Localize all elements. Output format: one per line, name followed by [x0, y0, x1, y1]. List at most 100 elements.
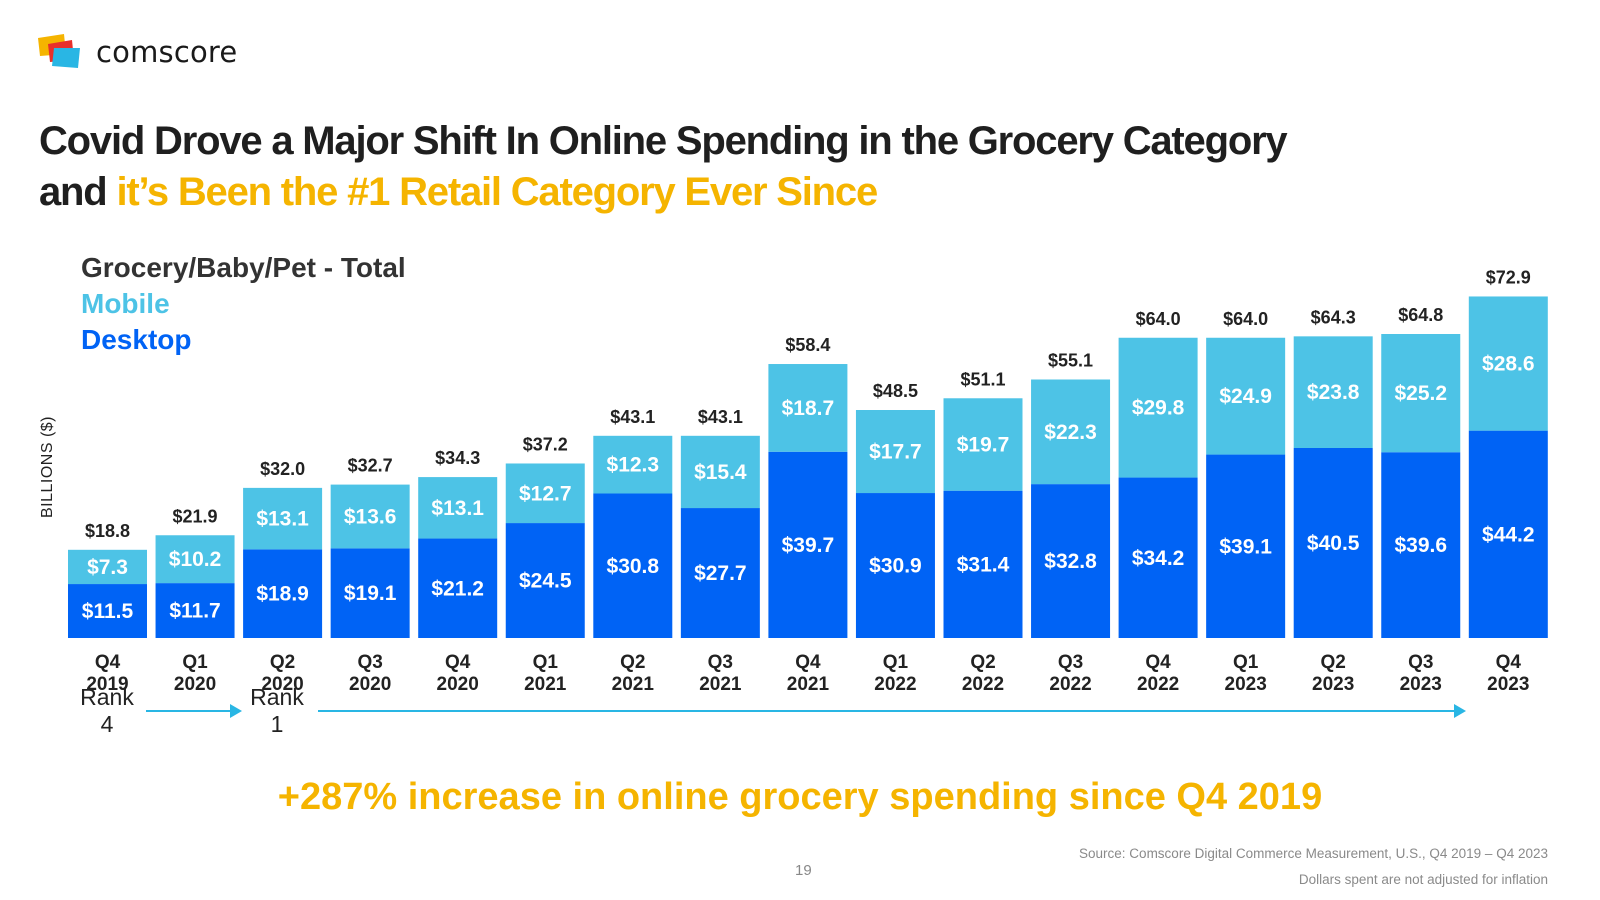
- bar-mobile-2: [243, 487, 323, 550]
- bar-desktop-16: [1468, 430, 1548, 638]
- x-tick-quarter-1: Q1: [182, 652, 208, 673]
- inflation-note: Dollars spent are not adjusted for infla…: [1298, 872, 1548, 887]
- x-tick-quarter-5: Q1: [533, 652, 559, 673]
- bar-desktop-2: [243, 549, 323, 638]
- x-tick-quarter-0: Q4: [95, 652, 121, 673]
- chart-legend: Grocery/Baby/Pet - Total Mobile Desktop: [81, 250, 406, 358]
- x-tick-quarter-3: Q3: [357, 652, 382, 673]
- x-tick-year-6: 2021: [612, 674, 655, 695]
- x-tick-year-15: 2023: [1400, 674, 1442, 695]
- bar-desktop-0: [68, 584, 147, 638]
- mobile-value-label-6: $12.3: [607, 454, 660, 477]
- mobile-value-label-9: $17.7: [869, 441, 922, 464]
- desktop-value-label-11: $32.8: [1044, 550, 1097, 573]
- desktop-value-label-3: $19.1: [344, 582, 397, 605]
- rank-before-label: Rank: [80, 684, 134, 710]
- x-tick-year-8: 2021: [787, 674, 830, 695]
- x-tick-quarter-12: Q4: [1145, 652, 1171, 673]
- desktop-value-label-16: $44.2: [1482, 523, 1535, 546]
- bar-mobile-3: [330, 484, 410, 549]
- x-tick-year-4: 2020: [437, 674, 479, 695]
- mobile-value-label-1: $10.2: [169, 548, 222, 571]
- desktop-value-label-13: $39.1: [1219, 535, 1272, 558]
- bar-mobile-0: [68, 549, 147, 585]
- bar-desktop-14: [1293, 448, 1373, 638]
- bar-desktop-9: [855, 493, 935, 638]
- rank-after-value: 1: [270, 711, 284, 737]
- rank-arrow-long: [318, 704, 1466, 718]
- total-value-label-5: $37.2: [523, 434, 568, 454]
- bar-desktop-4: [418, 538, 498, 638]
- x-tick-year-12: 2022: [1137, 674, 1179, 695]
- desktop-value-label-2: $18.9: [256, 583, 309, 606]
- total-value-label-11: $55.1: [1048, 351, 1093, 371]
- x-tick-quarter-8: Q4: [795, 652, 821, 673]
- mobile-value-label-13: $24.9: [1219, 385, 1272, 408]
- bar-mobile-4: [418, 477, 498, 539]
- total-value-label-14: $64.3: [1311, 307, 1356, 327]
- desktop-value-label-5: $24.5: [519, 570, 572, 593]
- bar-desktop-11: [1031, 484, 1111, 638]
- total-value-label-10: $51.1: [960, 369, 1005, 389]
- mobile-value-label-16: $28.6: [1482, 353, 1535, 376]
- mobile-value-label-8: $18.7: [782, 397, 835, 420]
- x-tick-year-10: 2022: [962, 674, 1004, 695]
- legend-desktop: Desktop: [81, 324, 192, 355]
- total-value-label-4: $34.3: [435, 448, 480, 468]
- desktop-value-label-7: $27.7: [694, 562, 747, 585]
- x-tick-quarter-15: Q3: [1408, 652, 1433, 673]
- brand-name: comscore: [96, 35, 238, 69]
- rank-arrow-short: [146, 704, 242, 718]
- mobile-value-label-11: $22.3: [1044, 421, 1097, 444]
- bar-mobile-13: [1206, 337, 1286, 455]
- headline-line1: Covid Drove a Major Shift In Online Spen…: [39, 119, 1288, 163]
- total-value-label-3: $32.7: [348, 456, 393, 476]
- desktop-value-label-6: $30.8: [607, 555, 660, 578]
- bar-desktop-15: [1381, 452, 1461, 638]
- total-value-label-6: $43.1: [610, 407, 655, 427]
- mobile-value-label-10: $19.7: [957, 433, 1010, 456]
- headline-line2: and it’s Been the #1 Retail Category Eve…: [39, 167, 1286, 218]
- stacked-bar-chart: $11.5$7.3$18.8Q42019$11.7$10.2$21.9Q1202…: [68, 267, 1548, 695]
- desktop-value-label-9: $30.9: [869, 555, 922, 578]
- x-tick-year-9: 2022: [874, 674, 916, 695]
- desktop-value-label-4: $21.2: [431, 577, 484, 600]
- x-tick-quarter-9: Q1: [883, 652, 909, 673]
- bar-mobile-10: [943, 398, 1023, 491]
- x-tick-quarter-13: Q1: [1233, 652, 1259, 673]
- bar-mobile-15: [1381, 334, 1461, 453]
- bar-mobile-14: [1293, 336, 1373, 448]
- x-tick-quarter-11: Q3: [1058, 652, 1083, 673]
- headline: Covid Drove a Major Shift In Online Spen…: [39, 116, 1288, 218]
- bar-mobile-12: [1118, 337, 1198, 478]
- x-tick-year-16: 2023: [1487, 674, 1529, 695]
- bar-mobile-9: [855, 410, 935, 494]
- mobile-value-label-7: $15.4: [694, 461, 747, 484]
- total-value-label-1: $21.9: [173, 506, 218, 526]
- desktop-value-label-14: $40.5: [1307, 532, 1360, 555]
- mobile-value-label-14: $23.8: [1307, 381, 1360, 404]
- desktop-value-label-0: $11.5: [82, 600, 134, 623]
- desktop-value-label-8: $39.7: [782, 534, 835, 557]
- desktop-value-label-10: $31.4: [957, 553, 1010, 576]
- mobile-value-label-4: $13.1: [431, 497, 484, 520]
- bar-desktop-6: [593, 493, 673, 638]
- rank-before-value: 4: [100, 711, 114, 737]
- headline-line2-prefix: and: [39, 170, 117, 214]
- bar-desktop-3: [330, 548, 410, 638]
- mobile-value-label-3: $13.6: [344, 505, 397, 528]
- rank-after: Rank 1: [244, 684, 310, 738]
- rank-before: Rank 4: [74, 684, 140, 738]
- x-tick-year-13: 2023: [1225, 674, 1267, 695]
- mobile-value-label-5: $12.7: [519, 482, 572, 505]
- bar-mobile-5: [505, 463, 585, 524]
- total-value-label-16: $72.9: [1486, 267, 1531, 287]
- bar-desktop-12: [1118, 477, 1198, 638]
- x-tick-quarter-6: Q2: [620, 652, 645, 673]
- x-tick-year-7: 2021: [699, 674, 742, 695]
- bar-mobile-11: [1031, 379, 1111, 485]
- bar-desktop-7: [680, 508, 760, 638]
- total-value-label-12: $64.0: [1136, 309, 1181, 329]
- x-tick-quarter-16: Q4: [1496, 652, 1522, 673]
- source-note: Source: Comscore Digital Commerce Measur…: [1079, 846, 1548, 861]
